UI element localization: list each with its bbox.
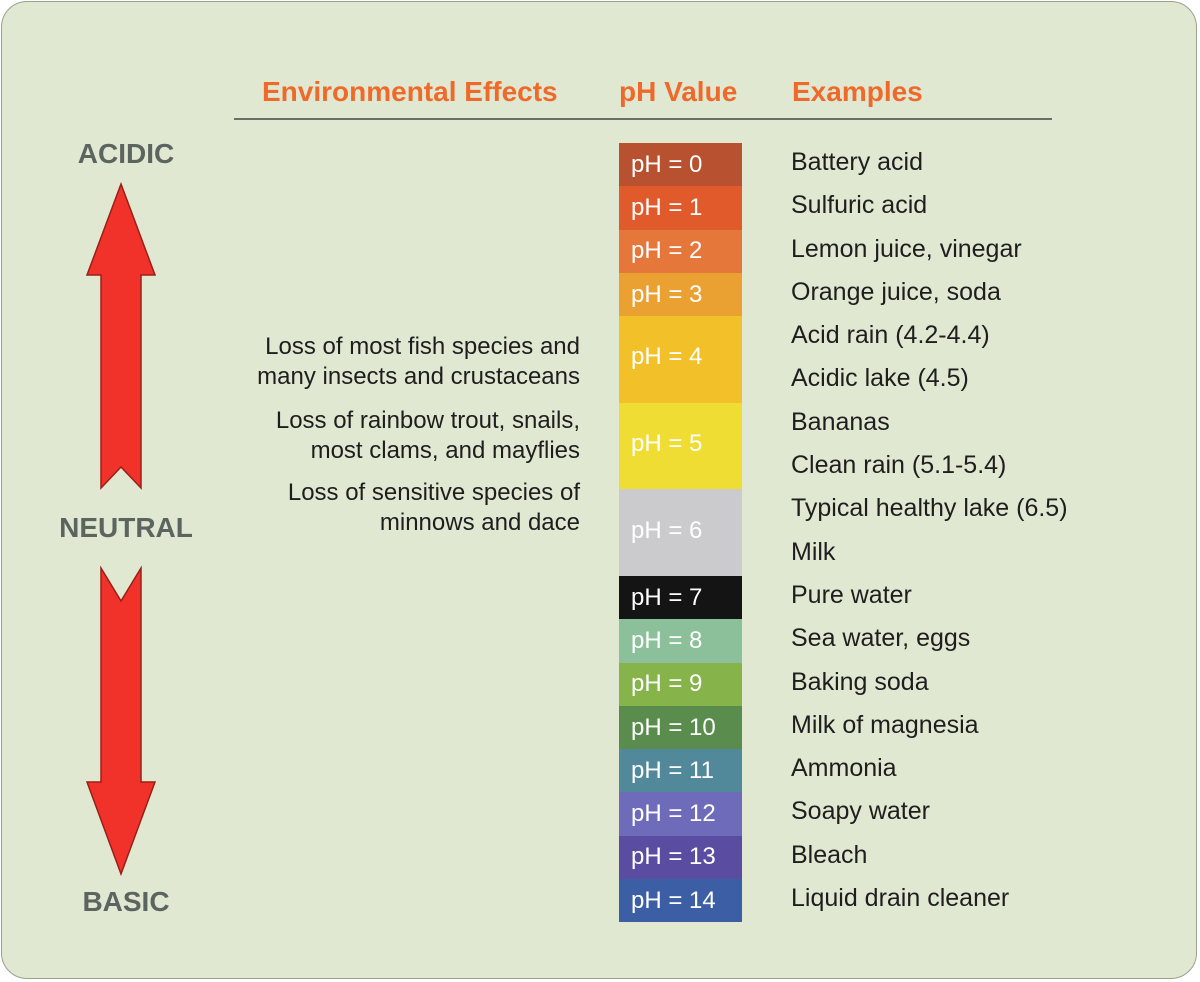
ph-cell-14: pH = 14 xyxy=(619,879,742,923)
effect-ph4: Loss of most fish species and many insec… xyxy=(180,332,580,392)
up-arrow-icon xyxy=(85,181,157,490)
neutral-label: NEUTRAL xyxy=(59,512,193,543)
ph-cell-label: pH = 0 xyxy=(631,150,703,178)
ph-cell-2: pH = 2 xyxy=(619,229,742,273)
example-item: Typical healthy lake (6.5) xyxy=(791,494,1068,523)
ph-cell-label: pH = 10 xyxy=(631,713,716,741)
ph-cell-label: pH = 14 xyxy=(631,886,716,914)
effect-ph6: Loss of sensitive species of minnows and… xyxy=(180,478,580,538)
ph-cell-5: pH = 5 xyxy=(619,402,742,490)
example-item: Acid rain (4.2-4.4) xyxy=(791,321,990,350)
effect-ph5: Loss of rainbow trout, snails, most clam… xyxy=(180,406,580,466)
example-item: Sulfuric acid xyxy=(791,191,928,220)
ph-cell-label: pH = 6 xyxy=(631,516,703,544)
effect-ph6-line2: minnows and dace xyxy=(379,509,580,536)
ph-cell-label: pH = 12 xyxy=(631,800,716,828)
example-item: Orange juice, soda xyxy=(791,277,1001,306)
ph-cell-8: pH = 8 xyxy=(619,619,742,663)
header-environmental-effects: Environmental Effects xyxy=(262,76,558,107)
example-item: Acidic lake (4.5) xyxy=(791,364,969,393)
example-item: Lemon juice, vinegar xyxy=(791,234,1022,263)
header-divider xyxy=(234,118,1052,120)
example-item: Bananas xyxy=(791,407,890,436)
ph-cell-1: pH = 1 xyxy=(619,186,742,230)
ph-cell-label: pH = 2 xyxy=(631,237,703,265)
ph-cell-label: pH = 7 xyxy=(631,583,703,611)
ph-cell-label: pH = 5 xyxy=(631,430,703,458)
ph-cell-6: pH = 6 xyxy=(619,489,742,576)
example-item: Liquid drain cleaner xyxy=(791,884,1010,913)
ph-cell-3: pH = 3 xyxy=(619,272,742,317)
examples-list: Battery acid Sulfuric acid Lemon juice, vi… xyxy=(791,143,1191,922)
example-item: Milk of magnesia xyxy=(791,710,979,739)
ph-cell-label: pH = 3 xyxy=(631,280,703,308)
acidity-arrows xyxy=(85,181,157,877)
ph-cell-label: pH = 13 xyxy=(631,843,716,871)
effect-ph4-line1: Loss of most fish species and xyxy=(265,333,580,360)
header-ph-value: pH Value xyxy=(619,76,738,107)
example-item: Soapy water xyxy=(791,797,930,826)
ph-cell-9: pH = 9 xyxy=(619,662,742,706)
ph-cell-label: pH = 1 xyxy=(631,193,703,221)
example-item: Pure water xyxy=(791,580,912,609)
ph-cell-11: pH = 11 xyxy=(619,749,742,793)
ph-cell-7: pH = 7 xyxy=(619,575,742,620)
ph-color-scale: pH = 0 pH = 1 pH = 2 pH = 3 pH = 4 pH = 5 pH =… xyxy=(619,143,742,923)
example-item: Battery acid xyxy=(791,148,924,176)
ph-cell-label: pH = 9 xyxy=(631,670,703,698)
example-item: Clean rain (5.1-5.4) xyxy=(791,451,1007,480)
effect-ph4-line2: many insects and crustaceans xyxy=(257,363,580,390)
example-item: Milk xyxy=(791,537,836,566)
acidic-label: ACIDIC xyxy=(77,138,175,169)
effect-ph5-line1: Loss of rainbow trout, snails, xyxy=(275,407,580,434)
example-item: Sea water, eggs xyxy=(791,624,971,653)
effect-ph5-line2: most clams, and mayflies xyxy=(310,437,580,464)
header-examples: Examples xyxy=(792,76,923,107)
ph-cell-4: pH = 4 xyxy=(619,316,742,403)
ph-cell-0: pH = 0 xyxy=(619,143,742,187)
effect-ph6-line1: Loss of sensitive species of xyxy=(287,479,580,506)
example-item: Baking soda xyxy=(791,667,929,696)
example-item: Ammonia xyxy=(791,754,897,783)
ph-cell-10: pH = 10 xyxy=(619,705,742,750)
ph-cell-label: pH = 8 xyxy=(631,626,703,654)
down-arrow-icon xyxy=(85,565,157,877)
ph-cell-12: pH = 12 xyxy=(619,792,742,836)
ph-cell-label: pH = 11 xyxy=(631,756,714,784)
example-item: Bleach xyxy=(791,840,868,869)
ph-cell-13: pH = 13 xyxy=(619,835,742,880)
ph-cell-label: pH = 4 xyxy=(631,343,703,371)
basic-label: BASIC xyxy=(82,886,170,917)
